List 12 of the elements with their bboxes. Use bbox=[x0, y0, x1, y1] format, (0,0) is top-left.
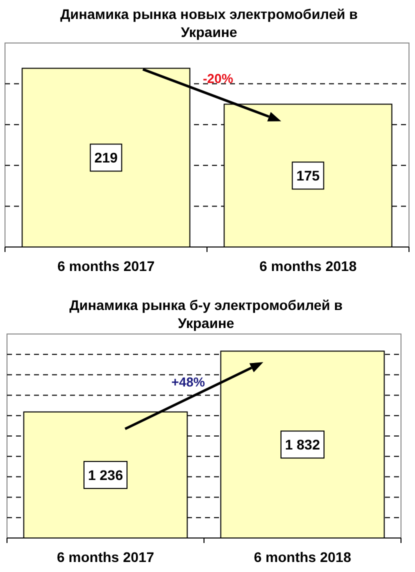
x-tick-label: 6 months 2018 bbox=[254, 549, 352, 565]
x-tick-label: 6 months 2017 bbox=[57, 258, 155, 274]
data-label: 219 bbox=[94, 150, 118, 166]
data-label: 1 832 bbox=[284, 436, 320, 453]
x-tick-label: 6 months 2017 bbox=[56, 549, 154, 565]
data-label: 1 236 bbox=[88, 466, 124, 483]
chart-title: Динамика рынка новых электромобилей в Украине bbox=[60, 6, 358, 40]
data-label: 175 bbox=[296, 168, 320, 184]
x-tick-label: 6 months 2018 bbox=[259, 258, 357, 274]
annotation: +48% bbox=[171, 374, 206, 390]
annotation: -20% bbox=[202, 71, 234, 86]
chart-title: Динамика рынка б-у электромобилей в Украине bbox=[69, 297, 344, 331]
